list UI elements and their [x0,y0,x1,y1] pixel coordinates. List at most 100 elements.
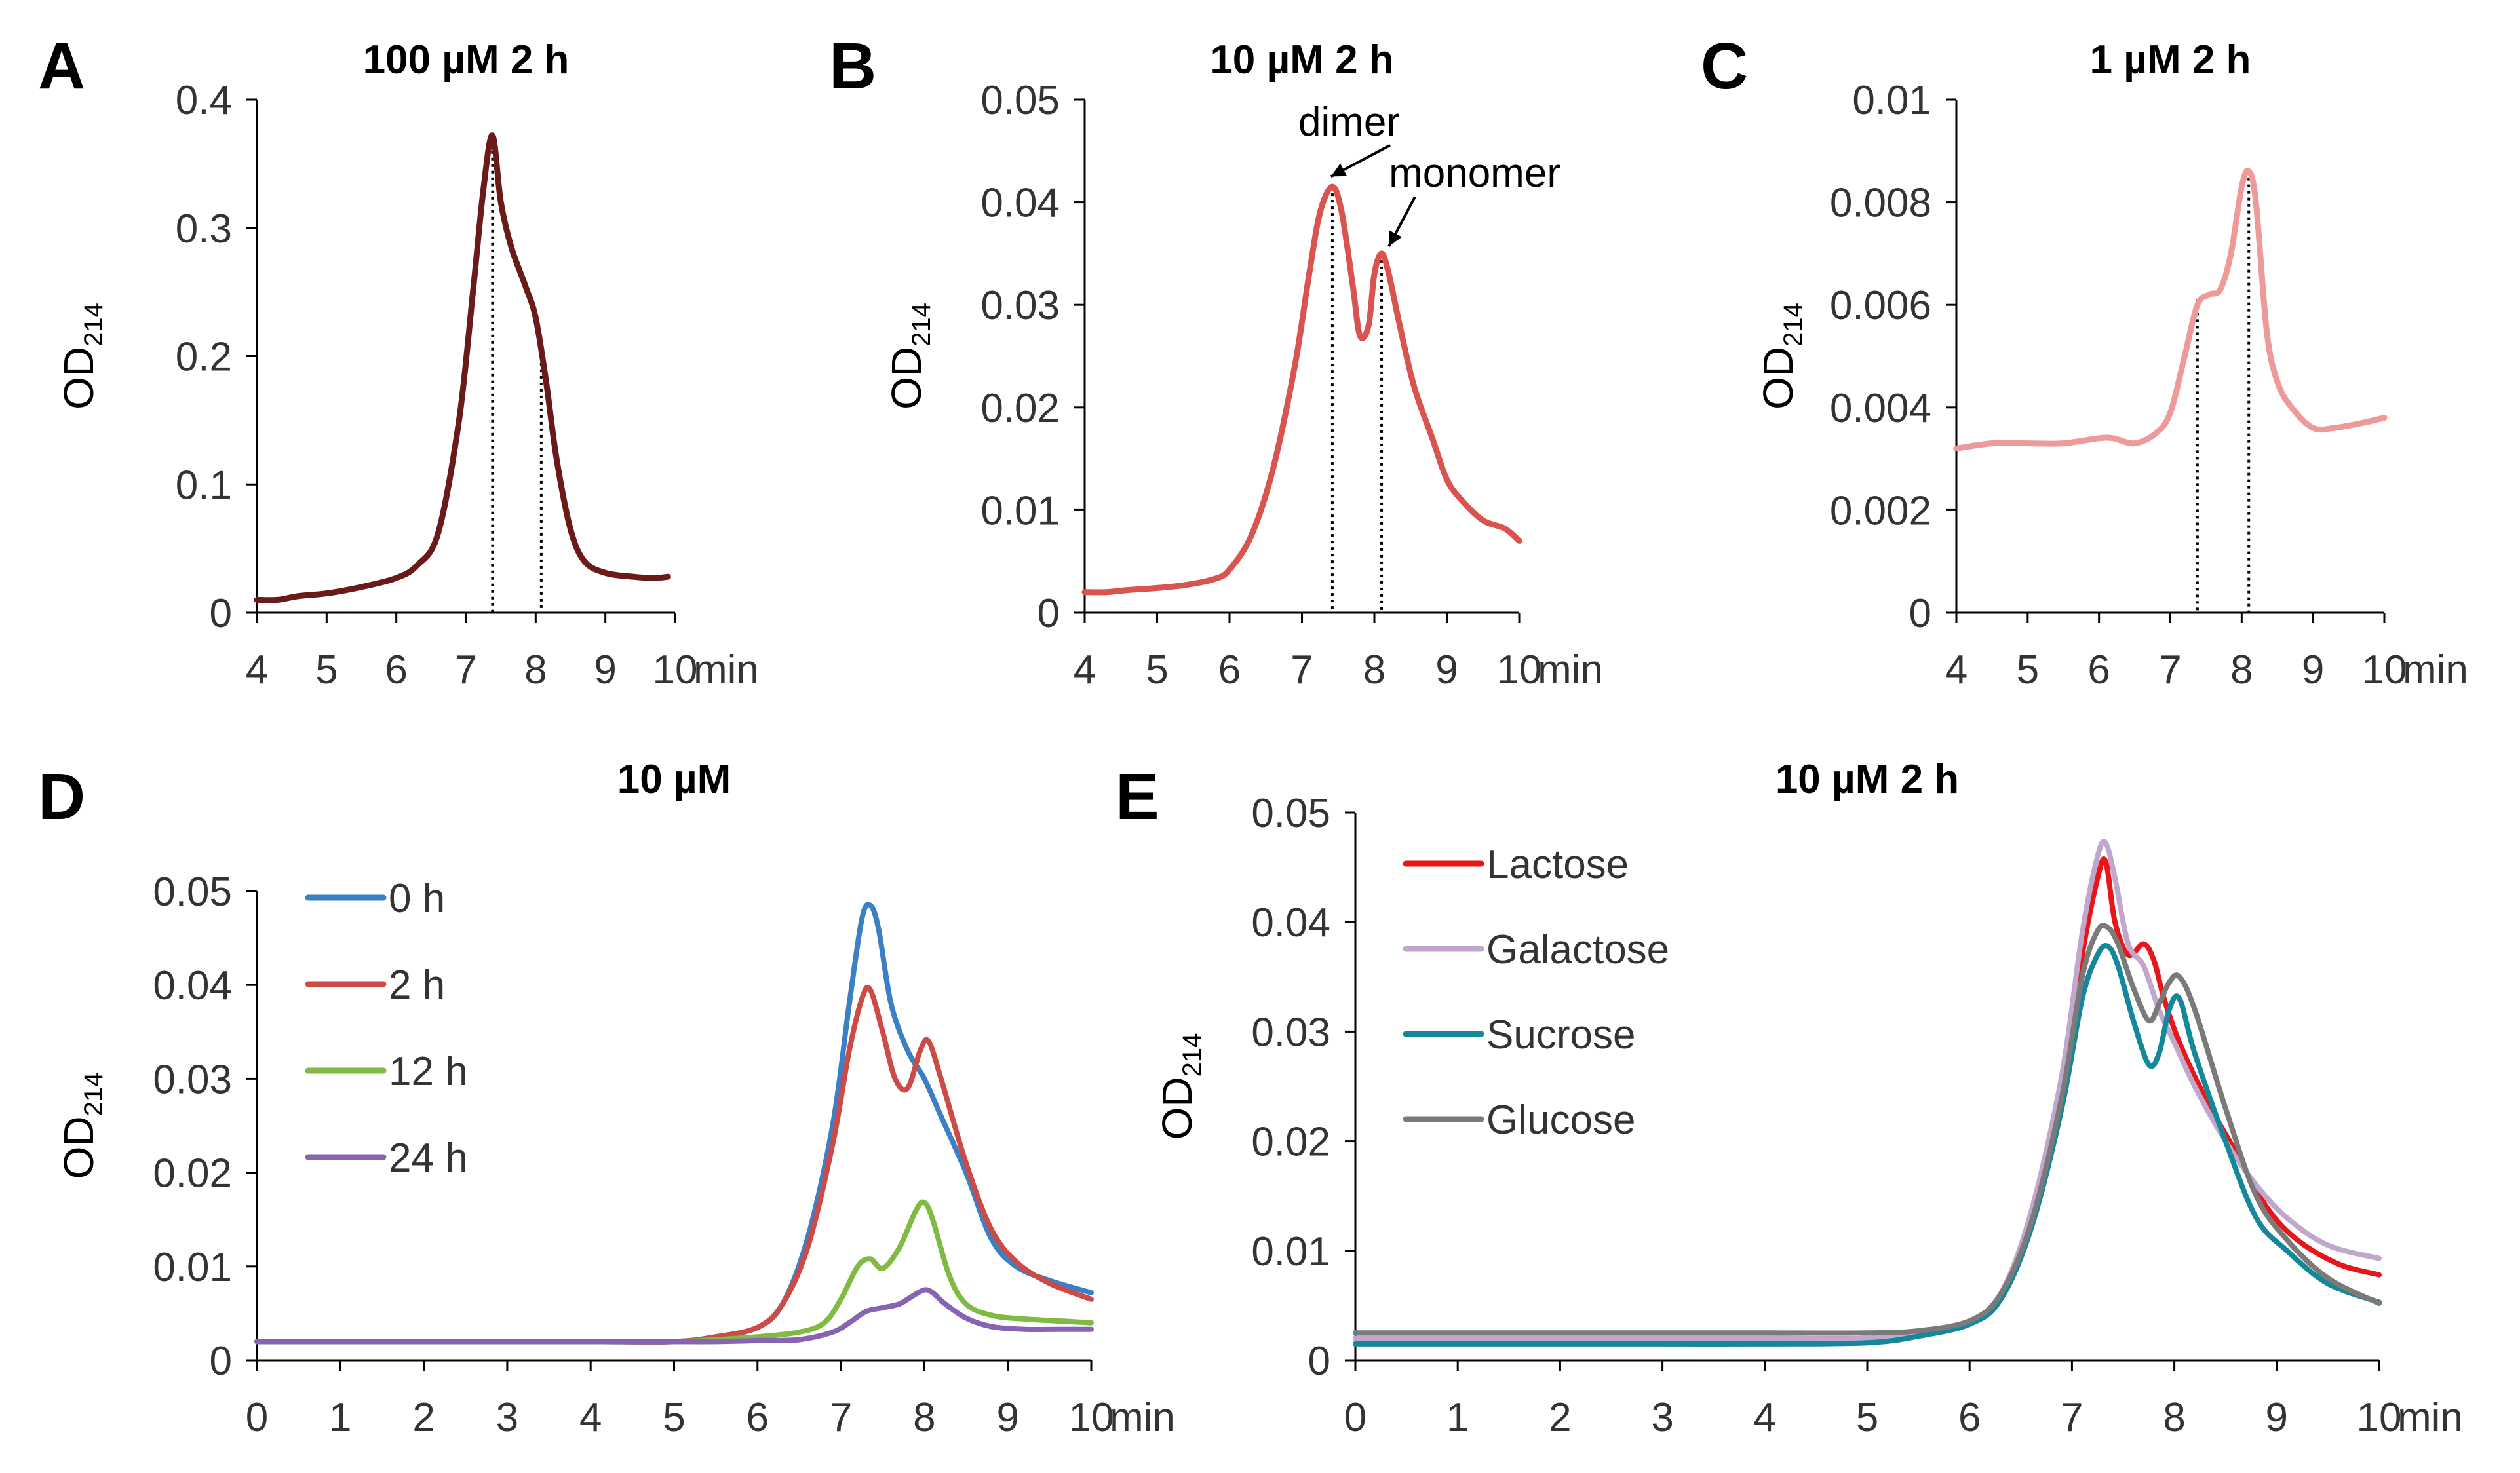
legend: Lactose Galactose Sucrose Glucose [1403,842,1669,1143]
panel-label-c: C [1701,29,1748,103]
y-tick-label: 0.03 [980,283,1060,328]
y-tick-label: 0.4 [176,78,232,123]
y-tick-label: 0.04 [153,963,232,1008]
x-tick-label: 9 [2302,647,2324,693]
series-line [1081,183,1522,596]
x-tick-label: 10 [2362,647,2407,693]
x-tick-label: 4 [1754,1395,1776,1440]
panel-label-a: A [38,29,85,103]
chart-title: 1 µM 2 h [2090,37,2251,83]
x-tick-label: 7 [455,647,477,693]
y-axis-label: OD214 [1754,303,1808,410]
x-tick-label: 8 [913,1395,935,1440]
x-axis-label: min [2397,1395,2463,1440]
series-line [1353,923,2382,1336]
annotation-label: monomer [1389,151,1560,196]
x-tick-label: 5 [663,1395,685,1440]
annotation-arrowhead [1389,230,1403,246]
x-tick-label: 0 [1344,1395,1367,1440]
x-tick-label: 2 [1549,1395,1571,1440]
x-tick-label: 6 [1958,1395,1981,1440]
series-line [254,984,1094,1345]
panel-label-d: D [38,760,85,833]
y-tick-label: 0.01 [153,1245,232,1290]
x-tick-label: 5 [2017,647,2039,693]
x-tick-label: 10 [1069,1395,1114,1440]
x-tick-label: 6 [2087,647,2110,693]
y-tick-label: 0.2 [176,335,232,380]
y-tick-label: 0.04 [980,181,1060,226]
x-axis-label: min [2403,647,2468,693]
chart-title: 10 µM 2 h [1210,37,1393,83]
x-tick-label: 9 [2266,1395,2288,1440]
annotation-arrowhead [1330,163,1347,177]
legend-label: Glucose [1486,1098,1635,1143]
y-tick-label: 0 [210,1339,232,1384]
y-tick-label: 0 [210,591,232,636]
x-tick-label: 7 [2061,1395,2083,1440]
y-tick-label: 0.004 [1830,386,1931,431]
x-tick-label: 1 [329,1395,351,1440]
y-tick-label: 0.01 [1852,78,1931,123]
y-tick-label: 0.01 [980,488,1060,533]
y-tick-label: 0.02 [1251,1120,1330,1165]
y-tick-label: 0.002 [1830,488,1931,533]
legend: 0 h 2 h 12 h 24 h [305,876,468,1181]
chart-title: 10 µM [617,757,731,802]
x-tick-label: 2 [412,1395,435,1440]
x-tick-label: 9 [996,1395,1018,1440]
series-line [254,132,671,603]
y-tick-label: 0.03 [153,1057,232,1102]
x-tick-label: 3 [496,1395,518,1440]
x-tick-label: 5 [1146,647,1168,693]
x-tick-label: 4 [246,647,268,693]
y-axis-label: OD214 [1153,1033,1207,1140]
annotation-label: dimer [1298,100,1400,145]
x-tick-label: 10 [2357,1395,2402,1440]
y-axis-label: OD214 [883,303,936,410]
x-tick-label: 1 [1446,1395,1469,1440]
x-tick-label: 8 [2163,1395,2185,1440]
chart-title: 100 µM 2 h [363,37,570,83]
y-tick-label: 0.006 [1830,283,1931,328]
panel-label-e: E [1115,760,1159,833]
y-tick-label: 0.01 [1251,1229,1330,1274]
x-tick-label: 10 [653,647,698,693]
x-axis-label: min [1538,647,1603,693]
y-tick-label: 0.3 [176,206,232,252]
y-tick-label: 0 [1909,591,1931,636]
y-tick-label: 0.05 [980,78,1060,123]
x-tick-label: 6 [1218,647,1241,693]
x-tick-label: 7 [830,1395,852,1440]
y-tick-label: 0.1 [176,463,232,508]
x-tick-label: 6 [385,647,407,693]
x-tick-label: 10 [1497,647,1542,693]
x-axis-label: min [693,647,759,693]
legend-label: 24 h [389,1136,468,1181]
series-line [254,902,1094,1345]
x-tick-label: 0 [246,1395,268,1440]
x-tick-label: 4 [579,1395,602,1440]
series-line [1353,943,2382,1347]
x-tick-label: 9 [594,647,616,693]
y-tick-label: 0.02 [153,1151,232,1196]
legend-label: 0 h [389,876,445,921]
x-tick-label: 3 [1651,1395,1673,1440]
panel-label-b: B [829,29,876,103]
chart-title: 10 µM 2 h [1775,757,1959,802]
y-tick-label: 0.03 [1251,1010,1330,1055]
y-tick-label: 0.008 [1830,181,1931,226]
y-tick-label: 0.04 [1251,900,1330,946]
x-tick-label: 5 [1856,1395,1878,1440]
legend-label: 12 h [389,1049,468,1094]
y-tick-label: 0 [1037,591,1060,636]
legend-label: Sucrose [1486,1012,1635,1058]
x-tick-label: 7 [2159,647,2181,693]
legend-label: Lactose [1486,842,1629,887]
